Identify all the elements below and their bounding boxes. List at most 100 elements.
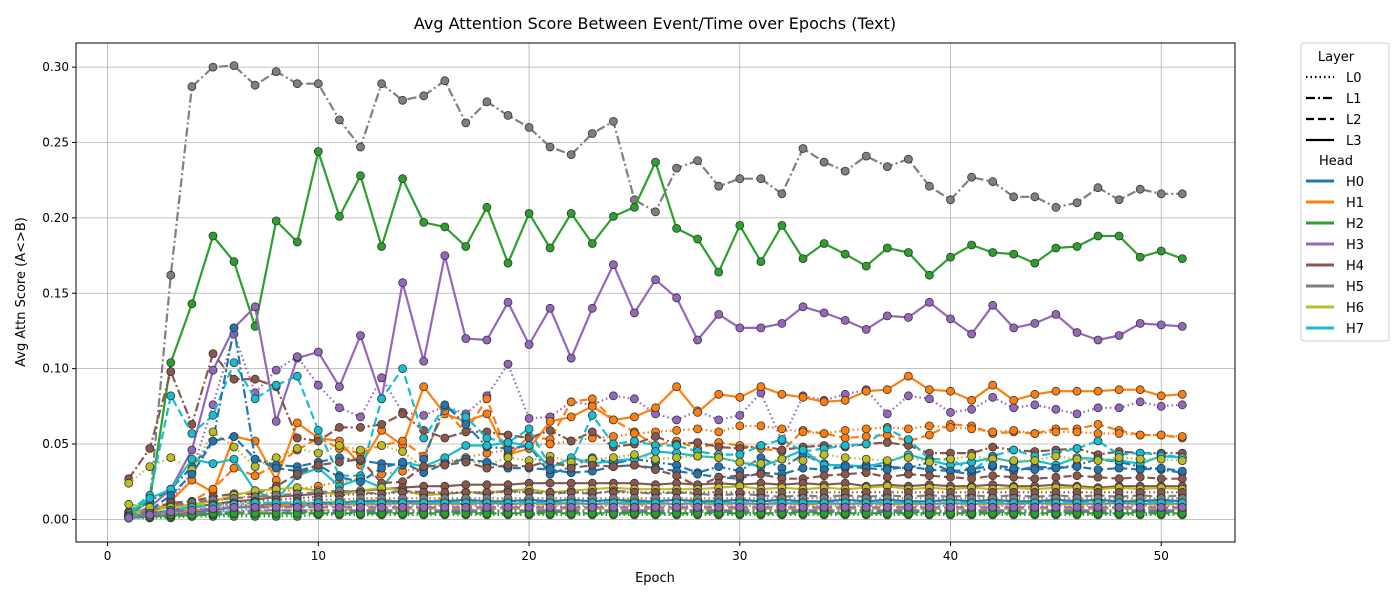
data-point: [672, 441, 681, 450]
data-point: [1156, 320, 1166, 330]
data-point: [356, 502, 365, 512]
data-point: [925, 394, 934, 404]
data-point: [904, 424, 913, 434]
data-point: [292, 418, 302, 428]
data-point: [1093, 429, 1103, 438]
data-point: [503, 438, 513, 447]
data-point: [861, 151, 871, 161]
data-point: [1009, 323, 1019, 333]
x-axis-label: Epoch: [635, 571, 675, 586]
data-point: [819, 157, 829, 167]
data-point: [334, 441, 344, 450]
legend-head-label: H5: [1346, 280, 1364, 295]
data-point: [735, 471, 745, 481]
data-point: [672, 293, 681, 303]
data-point: [967, 451, 976, 461]
data-point: [798, 254, 808, 264]
data-point: [545, 439, 555, 449]
data-point: [735, 410, 745, 420]
data-point: [1177, 389, 1187, 399]
data-point: [1072, 328, 1082, 337]
data-point: [208, 436, 218, 446]
data-point: [756, 441, 766, 450]
data-point: [630, 394, 639, 404]
data-point: [735, 502, 745, 512]
series-l1-h5: [124, 61, 1187, 518]
y-tick-label: 0.10: [42, 362, 69, 376]
data-point: [630, 202, 639, 212]
data-point: [714, 502, 724, 512]
data-point: [882, 502, 892, 512]
data-point: [461, 427, 471, 437]
data-point: [503, 258, 513, 268]
data-point: [524, 413, 534, 423]
data-point: [1051, 243, 1061, 253]
data-point: [651, 207, 660, 217]
data-point: [566, 412, 576, 422]
data-point: [482, 480, 492, 490]
data-point: [756, 502, 766, 512]
data-point: [777, 502, 787, 512]
data-point: [545, 456, 555, 466]
data-point: [229, 454, 239, 464]
data-point: [609, 462, 618, 472]
data-point: [693, 407, 702, 417]
data-point: [524, 123, 534, 132]
data-point: [1030, 400, 1040, 410]
data-point: [187, 454, 197, 464]
data-point: [1051, 502, 1061, 512]
data-point: [840, 166, 850, 176]
data-point: [208, 427, 218, 437]
plot-frame: [75, 42, 1236, 543]
data-point: [714, 453, 724, 463]
data-point: [356, 412, 365, 422]
data-point: [440, 251, 450, 261]
data-point: [503, 460, 513, 470]
data-point: [861, 468, 871, 478]
data-point: [840, 425, 850, 435]
data-point: [356, 445, 365, 455]
data-point: [1156, 454, 1166, 464]
data-point: [946, 422, 955, 432]
data-point: [988, 427, 998, 437]
data-point: [904, 435, 913, 444]
data-point: [1051, 404, 1061, 414]
data-point: [946, 502, 955, 512]
data-point: [419, 382, 429, 392]
data-point: [946, 407, 955, 417]
data-point: [1009, 395, 1019, 405]
data-point: [587, 427, 597, 437]
data-point: [1156, 401, 1166, 411]
data-point: [904, 391, 913, 401]
data-point: [334, 472, 344, 482]
data-point: [461, 480, 471, 490]
legend-head-label: H4: [1346, 259, 1364, 274]
data-point: [714, 442, 724, 452]
data-point: [377, 463, 387, 473]
legend-layer-title: Layer: [1318, 50, 1355, 65]
data-point: [503, 430, 513, 440]
data-point: [356, 422, 365, 432]
data-point: [419, 356, 429, 366]
data-point: [882, 409, 892, 419]
data-point: [714, 267, 724, 277]
legend-head-label: H3: [1346, 238, 1364, 253]
data-point: [566, 150, 576, 160]
data-point: [292, 371, 302, 381]
data-point: [482, 335, 492, 345]
data-point: [777, 424, 787, 434]
data-point: [946, 314, 955, 324]
data-point: [1093, 465, 1103, 475]
data-point: [250, 80, 260, 90]
data-point: [1009, 463, 1019, 473]
data-point: [566, 208, 576, 218]
data-point: [735, 457, 745, 467]
data-point: [166, 358, 176, 368]
data-point: [693, 424, 702, 434]
series-line: [128, 435, 1183, 516]
data-point: [398, 95, 408, 105]
data-point: [587, 401, 597, 411]
legend-layer-entries: L0 L1 L2 L3: [1306, 71, 1362, 149]
data-point: [1072, 454, 1082, 464]
data-point: [271, 502, 281, 512]
